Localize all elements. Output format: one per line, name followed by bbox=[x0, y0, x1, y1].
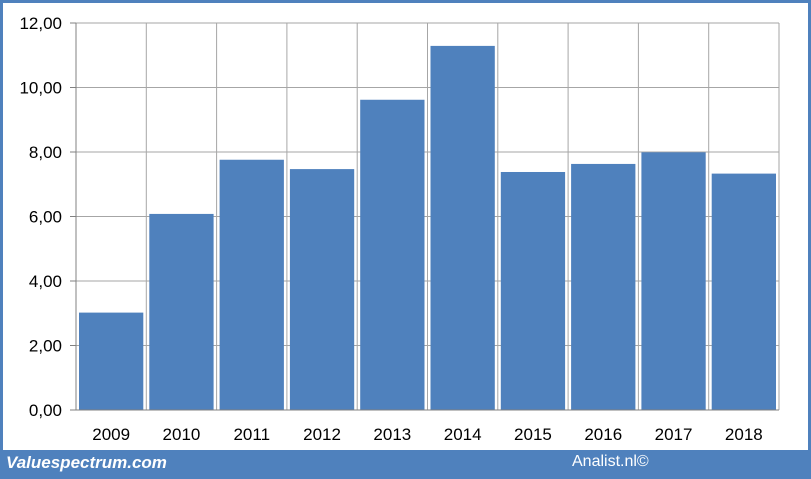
y-tick-label: 10,00 bbox=[19, 79, 62, 98]
y-tick-label: 4,00 bbox=[29, 272, 62, 291]
x-tick-label: 2015 bbox=[514, 425, 552, 444]
x-tick-label: 2013 bbox=[373, 425, 411, 444]
bar-2015 bbox=[500, 171, 566, 410]
bar-2013 bbox=[360, 99, 425, 410]
bars bbox=[79, 45, 776, 411]
x-tick-label: 2011 bbox=[233, 425, 270, 444]
bar-2012 bbox=[289, 169, 355, 410]
footer-credit: Analist.nl© bbox=[572, 453, 649, 470]
x-tick-label: 2017 bbox=[655, 425, 693, 444]
y-tick-label: 12,00 bbox=[19, 14, 62, 33]
y-tick-label: 2,00 bbox=[29, 337, 62, 356]
axes bbox=[70, 22, 779, 411]
y-tick-label: 6,00 bbox=[29, 208, 62, 227]
x-tick-label: 2012 bbox=[303, 425, 341, 444]
x-tick-label: 2010 bbox=[163, 425, 201, 444]
bar-2014 bbox=[430, 45, 495, 411]
footer-band bbox=[0, 450, 811, 479]
footer-brand: Valuespectrum.com bbox=[6, 453, 167, 472]
bar-2018 bbox=[711, 173, 776, 410]
bar-2016 bbox=[571, 163, 636, 410]
y-tick-label: 0,00 bbox=[29, 401, 62, 420]
bar-2010 bbox=[149, 213, 214, 410]
x-tick-label: 2018 bbox=[725, 425, 763, 444]
x-tick-label: 2016 bbox=[584, 425, 622, 444]
x-tick-label: 2014 bbox=[444, 425, 482, 444]
bar-2011 bbox=[219, 159, 284, 410]
bar-2017 bbox=[641, 152, 706, 410]
y-tick-labels: 0,00 2,00 4,00 6,00 8,00 10,00 12,00 bbox=[19, 14, 62, 420]
y-tick-label: 8,00 bbox=[29, 143, 62, 162]
x-tick-labels: 2009 2010 2011 2012 2013 2014 2015 2016 2017 2018 bbox=[92, 425, 763, 444]
x-tick-label: 2009 bbox=[92, 425, 130, 444]
bar-2009 bbox=[79, 312, 144, 410]
